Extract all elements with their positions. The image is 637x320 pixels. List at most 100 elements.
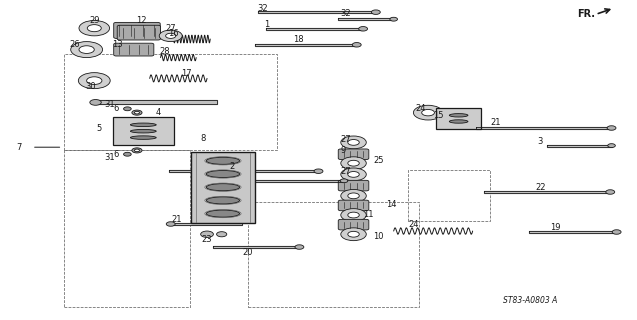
- Polygon shape: [266, 28, 363, 30]
- Text: 28: 28: [159, 47, 169, 56]
- Ellipse shape: [131, 130, 156, 133]
- Circle shape: [608, 144, 615, 148]
- Polygon shape: [529, 231, 617, 233]
- Circle shape: [612, 230, 621, 234]
- Circle shape: [371, 10, 380, 14]
- Circle shape: [90, 100, 101, 105]
- Circle shape: [341, 136, 366, 149]
- Circle shape: [134, 149, 140, 152]
- Circle shape: [341, 168, 366, 181]
- Circle shape: [87, 77, 102, 84]
- FancyBboxPatch shape: [338, 149, 369, 160]
- Text: 13: 13: [113, 40, 123, 49]
- Text: 6: 6: [113, 150, 118, 159]
- Text: 9: 9: [340, 146, 345, 155]
- FancyBboxPatch shape: [113, 22, 160, 38]
- Text: 31: 31: [104, 100, 115, 109]
- Text: 4: 4: [155, 108, 161, 117]
- Text: 31: 31: [104, 153, 115, 162]
- Text: 24: 24: [415, 104, 426, 113]
- Text: 17: 17: [181, 69, 191, 78]
- Text: 25: 25: [373, 156, 383, 165]
- Ellipse shape: [206, 184, 240, 191]
- Circle shape: [348, 193, 359, 199]
- Circle shape: [352, 43, 361, 47]
- Text: 27: 27: [340, 167, 350, 176]
- Text: 20: 20: [242, 248, 252, 257]
- Text: 21: 21: [172, 215, 182, 224]
- Circle shape: [413, 105, 443, 120]
- Circle shape: [79, 46, 94, 53]
- FancyBboxPatch shape: [191, 152, 255, 223]
- Circle shape: [132, 110, 142, 115]
- Text: ST83-A0803 A: ST83-A0803 A: [503, 296, 557, 305]
- Polygon shape: [96, 100, 217, 104]
- Text: 23: 23: [202, 235, 212, 244]
- Text: 21: 21: [490, 118, 501, 127]
- Circle shape: [124, 107, 131, 111]
- Circle shape: [166, 222, 175, 226]
- Circle shape: [166, 33, 176, 38]
- Text: 12: 12: [136, 16, 147, 25]
- Text: 32: 32: [340, 9, 350, 18]
- Bar: [64, 150, 190, 307]
- Circle shape: [341, 209, 366, 221]
- Text: 14: 14: [386, 200, 396, 209]
- Circle shape: [134, 111, 140, 114]
- Ellipse shape: [206, 210, 240, 217]
- Polygon shape: [169, 170, 318, 172]
- Text: 30: 30: [85, 82, 96, 91]
- Circle shape: [159, 30, 182, 42]
- Bar: [64, 54, 277, 150]
- Circle shape: [348, 231, 359, 237]
- Text: 18: 18: [293, 35, 303, 44]
- Text: 32: 32: [257, 4, 268, 13]
- Text: 2: 2: [230, 162, 235, 171]
- Text: 26: 26: [70, 40, 80, 49]
- Polygon shape: [258, 11, 376, 13]
- Ellipse shape: [206, 171, 240, 178]
- Polygon shape: [484, 191, 610, 193]
- Text: 29: 29: [89, 16, 99, 25]
- Text: 10: 10: [373, 232, 383, 241]
- Circle shape: [606, 190, 615, 194]
- FancyBboxPatch shape: [338, 180, 369, 191]
- Circle shape: [295, 245, 304, 249]
- Ellipse shape: [206, 157, 240, 164]
- Circle shape: [341, 157, 366, 170]
- Polygon shape: [213, 246, 299, 248]
- Ellipse shape: [131, 136, 156, 140]
- Text: 8: 8: [200, 134, 205, 143]
- Circle shape: [78, 73, 110, 89]
- FancyBboxPatch shape: [436, 108, 482, 129]
- Text: 3: 3: [538, 137, 543, 146]
- Circle shape: [341, 189, 366, 202]
- Ellipse shape: [206, 197, 240, 204]
- Polygon shape: [248, 180, 344, 182]
- Circle shape: [348, 140, 359, 145]
- Polygon shape: [476, 127, 612, 129]
- Circle shape: [87, 25, 101, 32]
- Text: 22: 22: [535, 183, 545, 192]
- Text: 1: 1: [264, 20, 269, 28]
- Text: 24: 24: [409, 220, 419, 229]
- Text: 27: 27: [340, 135, 350, 144]
- Polygon shape: [171, 223, 242, 225]
- Text: 15: 15: [433, 111, 443, 120]
- Circle shape: [132, 148, 142, 153]
- Circle shape: [607, 126, 616, 130]
- Circle shape: [390, 17, 397, 21]
- FancyBboxPatch shape: [117, 25, 161, 40]
- FancyBboxPatch shape: [338, 220, 369, 230]
- Circle shape: [340, 179, 348, 183]
- Circle shape: [71, 42, 103, 58]
- Polygon shape: [255, 44, 357, 46]
- Ellipse shape: [449, 114, 468, 117]
- Circle shape: [124, 152, 131, 156]
- Text: 27: 27: [166, 24, 176, 33]
- Circle shape: [79, 20, 110, 36]
- Ellipse shape: [449, 120, 468, 123]
- Polygon shape: [547, 145, 612, 147]
- Circle shape: [359, 27, 368, 31]
- Circle shape: [348, 172, 359, 177]
